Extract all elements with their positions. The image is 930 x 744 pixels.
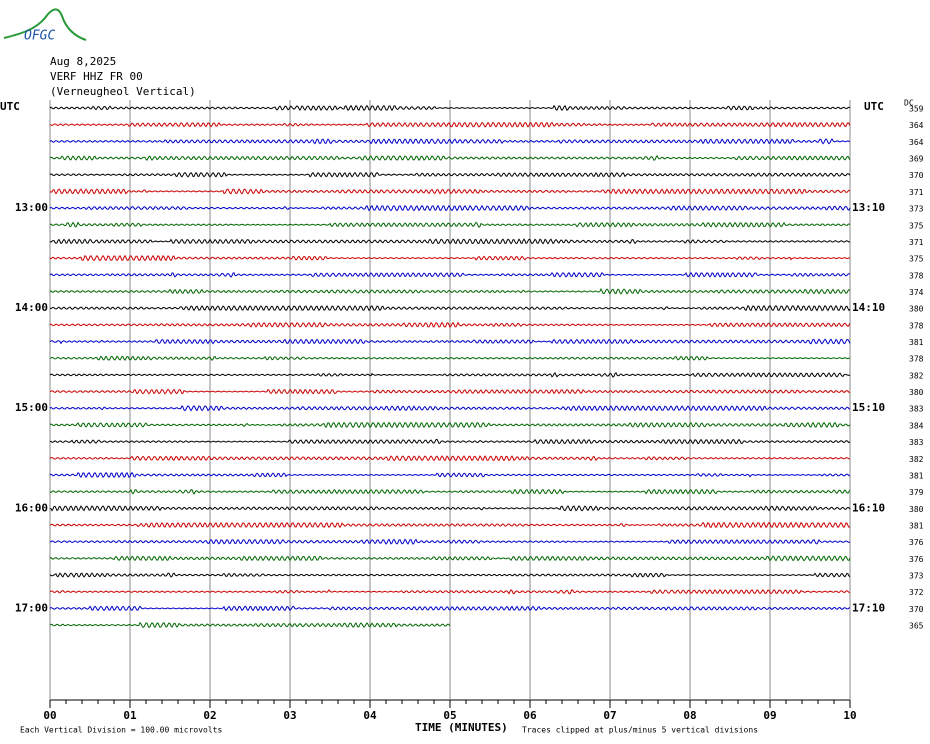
logo: OFGC: [3, 8, 87, 44]
trace: [49, 505, 851, 512]
dc-offset: 380: [909, 305, 924, 314]
trace: [49, 288, 851, 295]
trace: [49, 588, 851, 595]
dc-offset: 383: [909, 405, 924, 414]
dc-offset: 381: [909, 522, 924, 531]
x-tick-label: 02: [203, 709, 216, 722]
dc-offset: 369: [909, 155, 924, 164]
utc-left: UTC: [0, 100, 20, 113]
trace: [49, 555, 851, 562]
trace: [49, 471, 851, 479]
x-tick-label: 09: [763, 709, 776, 722]
dc-offset: 382: [909, 371, 924, 380]
left-time: 14:00: [15, 301, 48, 314]
dc-offset: 378: [909, 271, 924, 280]
dc-offset: 380: [909, 505, 924, 514]
dc-offset: 374: [909, 288, 924, 297]
trace: [49, 388, 851, 395]
x-tick-label: 00: [43, 709, 56, 722]
trace: [49, 605, 851, 612]
trace: [49, 171, 851, 178]
x-tick-label: 03: [283, 709, 296, 722]
utc-right: UTC: [864, 100, 884, 113]
right-time: 16:10: [852, 501, 885, 514]
dc-offset: 384: [909, 421, 924, 430]
trace: [49, 438, 851, 445]
trace: [49, 488, 851, 495]
right-time: 14:10: [852, 301, 885, 314]
x-tick-label: 08: [683, 709, 696, 722]
x-tick-label: 01: [123, 709, 137, 722]
logo-text: OFGC: [24, 29, 55, 44]
trace: [49, 455, 851, 462]
trace: [49, 321, 851, 328]
station: VERF HHZ FR 00: [50, 70, 143, 83]
right-time: 17:10: [852, 601, 885, 614]
trace: [49, 304, 851, 312]
trace: [49, 238, 850, 245]
dc-offset: 382: [909, 455, 924, 464]
trace: [49, 138, 851, 145]
trace: [49, 221, 851, 228]
x-tick-label: 06: [523, 709, 537, 722]
left-time: 17:00: [15, 601, 48, 614]
trace: [49, 254, 851, 262]
dc-offset: 378: [909, 321, 924, 330]
trace: [49, 572, 851, 578]
trace: [49, 204, 851, 212]
x-tick-label: 10: [843, 709, 856, 722]
trace: [49, 188, 851, 195]
dc-offset: 381: [909, 338, 924, 347]
left-time: 13:00: [15, 201, 48, 214]
footer-right: Traces clipped at plus/minus 5 vertical …: [522, 726, 758, 735]
x-axis-label: TIME (MINUTES): [415, 721, 508, 734]
right-time: 15:10: [852, 401, 885, 414]
dc-offset: 380: [909, 388, 924, 397]
x-tick-label: 07: [603, 709, 616, 722]
dc-offset: 365: [909, 622, 924, 631]
trace: [49, 355, 851, 361]
dc-offset: 378: [909, 355, 924, 364]
date: Aug 8,2025: [50, 55, 116, 68]
trace: [50, 538, 851, 545]
dc-offset: 376: [909, 555, 924, 564]
right-time: 13:10: [852, 201, 885, 214]
trace: [49, 271, 851, 278]
dc-offset: 375: [909, 221, 924, 230]
dc-offset: 371: [909, 238, 924, 247]
trace: [49, 421, 851, 429]
logo-curve: [3, 8, 87, 41]
dc-offset: 383: [909, 438, 924, 447]
x-tick-label: 04: [363, 709, 377, 722]
dc-offset: 372: [909, 588, 924, 597]
dc-offset: 359: [909, 105, 924, 114]
x-tick-label: 05: [443, 709, 456, 722]
dc-offset: 364: [909, 121, 924, 130]
left-time: 16:00: [15, 501, 48, 514]
dc-offset: 375: [909, 255, 924, 264]
dc-offset: 379: [909, 488, 924, 497]
dc-offset: 373: [909, 572, 924, 581]
footer-left: Each Vertical Division = 100.00 microvol…: [20, 726, 222, 735]
dc-offset: 371: [909, 188, 924, 197]
trace: [49, 521, 851, 529]
trace: [49, 104, 851, 112]
dc-label: DC: [904, 99, 914, 108]
trace: [49, 338, 851, 345]
station-name: (Verneugheol Vertical): [50, 85, 196, 98]
trace: [49, 121, 851, 128]
dc-offset: 364: [909, 138, 924, 147]
trace: [49, 405, 851, 412]
dc-offset: 373: [909, 205, 924, 214]
dc-offset: 370: [909, 171, 924, 180]
dc-offset: 381: [909, 471, 924, 480]
dc-offset: 370: [909, 605, 924, 614]
left-time: 15:00: [15, 401, 48, 414]
trace: [49, 621, 451, 629]
trace: [49, 372, 851, 378]
dc-offset: 376: [909, 538, 924, 547]
trace: [49, 154, 851, 161]
